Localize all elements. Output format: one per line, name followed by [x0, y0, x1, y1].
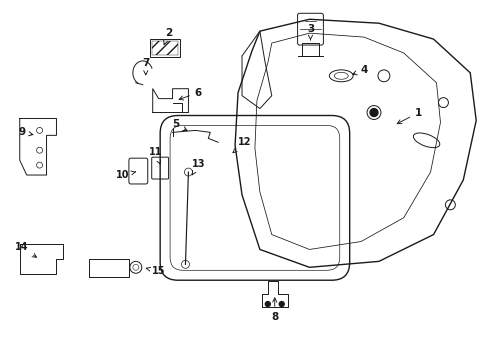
- Text: 2: 2: [163, 28, 172, 45]
- Circle shape: [265, 302, 270, 306]
- Text: 13: 13: [191, 159, 204, 175]
- Text: 3: 3: [306, 24, 313, 40]
- Text: 7: 7: [142, 58, 149, 75]
- Text: 12: 12: [232, 137, 251, 153]
- Text: 11: 11: [149, 147, 162, 164]
- Text: 9: 9: [18, 127, 33, 138]
- Text: 4: 4: [352, 65, 367, 75]
- Text: 5: 5: [172, 120, 187, 131]
- Circle shape: [279, 302, 284, 306]
- Text: 15: 15: [146, 266, 165, 276]
- Circle shape: [369, 109, 377, 117]
- Text: 10: 10: [116, 170, 135, 180]
- Text: 8: 8: [270, 298, 278, 322]
- Text: 1: 1: [396, 108, 422, 124]
- Text: 6: 6: [179, 88, 202, 100]
- Text: 14: 14: [15, 243, 37, 257]
